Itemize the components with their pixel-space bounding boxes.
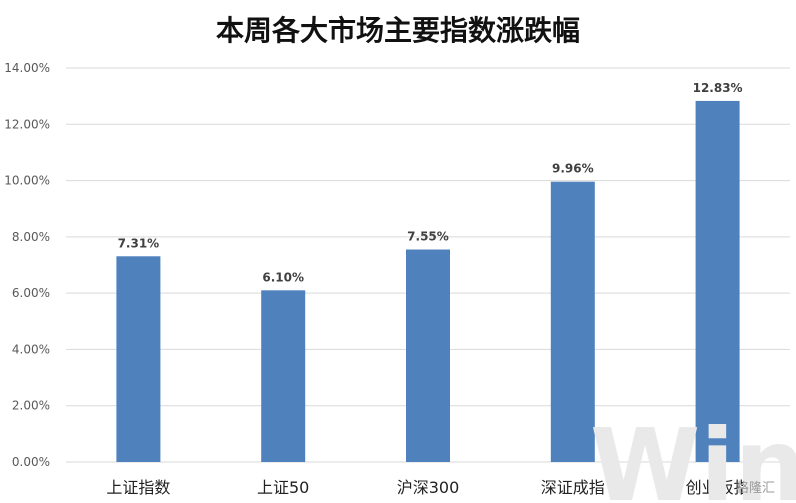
bars bbox=[116, 100, 740, 463]
x-tick-label: 上证指数 bbox=[106, 478, 170, 497]
x-tick-label: 上证50 bbox=[257, 478, 309, 497]
bar bbox=[261, 290, 306, 462]
y-tick-label: 2.00% bbox=[12, 399, 50, 413]
data-labels: 7.31% 6.10% 7.55% 9.96% 12.83% bbox=[118, 81, 743, 284]
x-axis-ticks: 上证指数 上证50 沪深300 深证成指 创业板指 bbox=[106, 478, 749, 497]
y-tick-label: 6.00% bbox=[12, 286, 50, 300]
bar bbox=[550, 181, 595, 462]
y-tick-label: 8.00% bbox=[12, 230, 50, 244]
data-label: 6.10% bbox=[262, 270, 304, 284]
bar bbox=[406, 249, 450, 462]
bar bbox=[695, 100, 740, 463]
y-tick-label: 0.00% bbox=[12, 455, 50, 469]
y-tick-label: 14.00% bbox=[4, 61, 50, 75]
x-tick-label: 沪深300 bbox=[397, 478, 460, 497]
data-label: 7.55% bbox=[407, 230, 449, 244]
x-tick-label: 深证成指 bbox=[541, 478, 605, 497]
y-tick-label: 4.00% bbox=[12, 342, 50, 356]
x-tick-label: 创业板指 bbox=[686, 478, 750, 497]
watermark-source: 格隆汇 bbox=[736, 480, 775, 496]
data-label: 9.96% bbox=[552, 162, 594, 176]
y-axis-ticks: 0.00% 2.00% 4.00% 6.00% 8.00% 10.00% 12.00% 14.… bbox=[4, 61, 50, 469]
watermark-brand: Wind bbox=[590, 407, 796, 503]
chart-title: 本周各大市场主要指数涨跌幅 bbox=[216, 14, 580, 47]
data-label: 7.31% bbox=[118, 236, 160, 250]
bar bbox=[116, 256, 161, 462]
y-tick-label: 12.00% bbox=[4, 117, 50, 131]
y-tick-label: 10.00% bbox=[4, 174, 50, 188]
data-label: 12.83% bbox=[693, 81, 743, 95]
